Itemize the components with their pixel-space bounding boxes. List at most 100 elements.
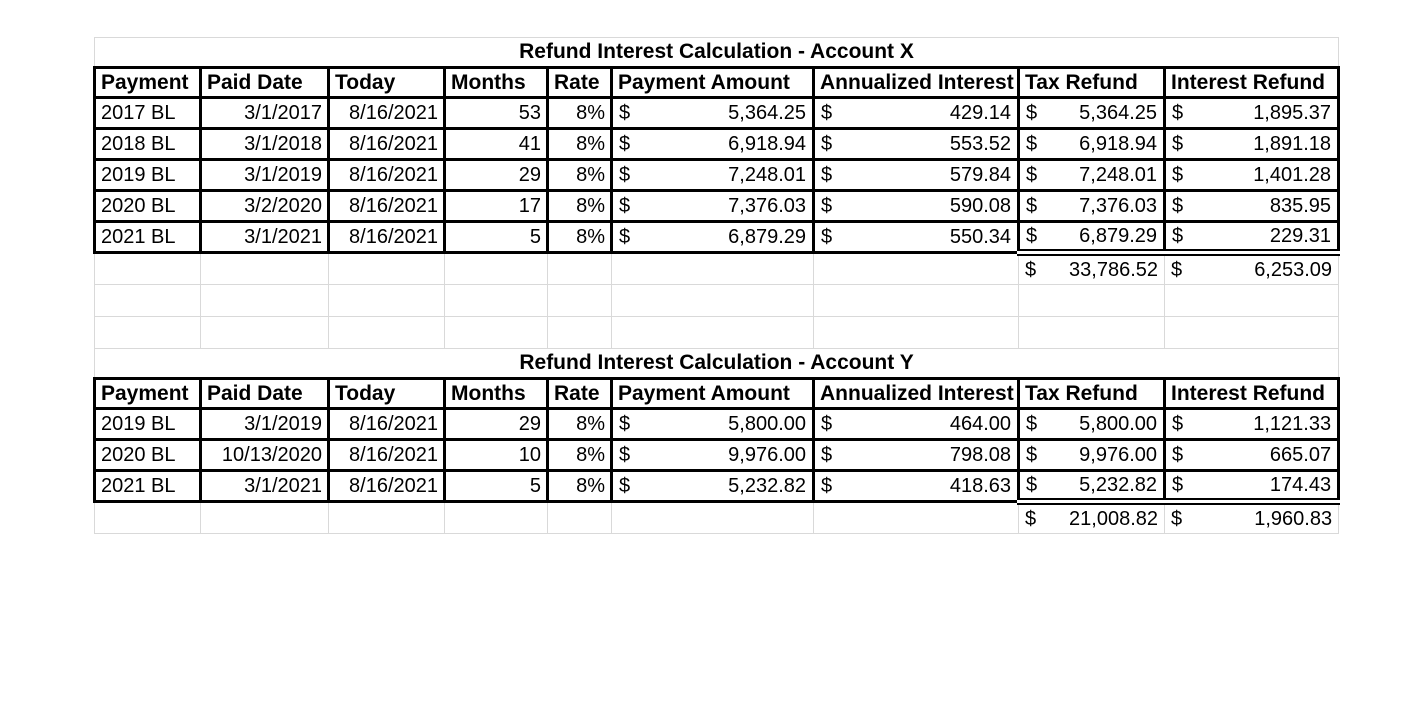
column-header-rate[interactable]: Rate [546,66,613,99]
empty-cell[interactable] [813,284,1019,317]
cell-rate[interactable]: 8% [546,127,613,161]
cell-paid-date[interactable]: 3/1/2018 [199,127,330,161]
empty-cell[interactable] [328,316,445,349]
cell-today[interactable]: 8/16/2021 [327,469,446,503]
column-header-payment-amount[interactable]: Payment Amount [610,66,815,99]
cell-interest-refund[interactable]: $665.07 [1162,438,1341,472]
empty-cell[interactable] [444,501,548,534]
empty-cell[interactable] [813,252,1019,285]
empty-cell[interactable] [328,252,445,285]
cell-interest-refund[interactable]: $229.31 [1162,220,1341,256]
empty-cell[interactable] [1163,316,1340,349]
empty-cell[interactable] [328,501,445,534]
cell-today[interactable]: 8/16/2021 [327,407,446,441]
cell-annualized-interest[interactable]: $590.08 [812,189,1020,223]
empty-cell[interactable] [611,284,814,317]
cell-interest-refund[interactable]: $1,121.33 [1162,407,1341,441]
cell-paid-date[interactable]: 3/2/2020 [199,189,330,223]
cell-tax-refund[interactable]: $7,376.03 [1017,189,1166,223]
column-header-tax-refund[interactable]: Tax Refund [1017,66,1166,99]
column-header-months[interactable]: Months [443,66,549,99]
empty-cell[interactable] [444,284,548,317]
cell-rate[interactable]: 8% [546,469,613,503]
cell-paid-date[interactable]: 3/1/2019 [199,407,330,441]
empty-cell[interactable] [328,284,445,317]
empty-cell[interactable] [444,252,548,285]
cell-annualized-interest[interactable]: $579.84 [812,158,1020,192]
empty-cell[interactable] [611,316,814,349]
cell-tax-refund[interactable]: $5,364.25 [1017,96,1166,130]
cell-rate[interactable]: 8% [546,96,613,130]
cell-annualized-interest[interactable]: $464.00 [812,407,1020,441]
empty-cell[interactable] [200,252,329,285]
cell-annualized-interest[interactable]: $429.14 [812,96,1020,130]
cell-months[interactable]: 29 [443,158,549,192]
empty-cell[interactable] [813,316,1019,349]
empty-cell[interactable] [547,252,612,285]
cell-payment-amount[interactable]: $6,879.29 [610,220,815,254]
empty-cell[interactable] [547,316,612,349]
cell-payment[interactable]: 2019 BL [93,407,202,441]
cell-payment[interactable]: 2021 BL [93,220,202,254]
empty-cell[interactable] [547,284,612,317]
cell-rate[interactable]: 8% [546,158,613,192]
cell-interest-refund[interactable]: $1,891.18 [1162,127,1341,161]
cell-months[interactable]: 5 [443,469,549,503]
cell-tax-refund[interactable]: $5,232.82 [1017,469,1166,505]
cell-payment[interactable]: 2020 BL [93,189,202,223]
column-header-payment-amount[interactable]: Payment Amount [610,377,815,410]
empty-cell[interactable] [1018,316,1165,349]
cell-annualized-interest[interactable]: $798.08 [812,438,1020,472]
cell-paid-date[interactable]: 3/1/2021 [199,220,330,254]
cell-payment-amount[interactable]: $7,248.01 [610,158,815,192]
cell-paid-date[interactable]: 3/1/2019 [199,158,330,192]
column-header-months[interactable]: Months [443,377,549,410]
column-header-today[interactable]: Today [327,66,446,99]
cell-months[interactable]: 5 [443,220,549,254]
cell-payment[interactable]: 2017 BL [93,96,202,130]
empty-cell[interactable] [1163,284,1340,317]
column-header-interest-refund[interactable]: Interest Refund [1162,377,1341,410]
cell-rate[interactable]: 8% [546,438,613,472]
cell-payment-amount[interactable]: $5,800.00 [610,407,815,441]
cell-tax-refund[interactable]: $7,248.01 [1017,158,1166,192]
empty-cell[interactable] [547,501,612,534]
table-title[interactable]: Refund Interest Calculation - Account X [93,37,1340,68]
cell-payment-amount[interactable]: $7,376.03 [610,189,815,223]
cell-months[interactable]: 10 [443,438,549,472]
cell-today[interactable]: 8/16/2021 [327,438,446,472]
cell-tax-refund[interactable]: $6,918.94 [1017,127,1166,161]
empty-cell[interactable] [94,316,201,349]
cell-payment[interactable]: 2019 BL [93,158,202,192]
empty-cell[interactable] [611,501,814,534]
cell-today[interactable]: 8/16/2021 [327,220,446,254]
cell-payment[interactable]: 2020 BL [93,438,202,472]
empty-cell[interactable] [444,316,548,349]
column-header-annualized-interest[interactable]: Annualized Interest [812,377,1020,410]
cell-tax-refund[interactable]: $5,800.00 [1017,407,1166,441]
cell-payment-amount[interactable]: $5,232.82 [610,469,815,503]
cell-today[interactable]: 8/16/2021 [327,127,446,161]
cell-paid-date[interactable]: 3/1/2017 [199,96,330,130]
table-title[interactable]: Refund Interest Calculation - Account Y [93,348,1340,379]
cell-interest-refund[interactable]: $174.43 [1162,469,1341,505]
column-header-tax-refund[interactable]: Tax Refund [1017,377,1166,410]
cell-tax-refund[interactable]: $9,976.00 [1017,438,1166,472]
empty-cell[interactable] [200,501,329,534]
empty-cell[interactable] [94,501,201,534]
cell-interest-refund[interactable]: $1,401.28 [1162,158,1341,192]
column-header-paid-date[interactable]: Paid Date [199,377,330,410]
column-header-paid-date[interactable]: Paid Date [199,66,330,99]
cell-rate[interactable]: 8% [546,220,613,254]
cell-payment[interactable]: 2021 BL [93,469,202,503]
cell-payment-amount[interactable]: $5,364.25 [610,96,815,130]
cell-rate[interactable]: 8% [546,407,613,441]
total-interest-refund[interactable]: $1,960.83 [1163,501,1340,534]
cell-paid-date[interactable]: 10/13/2020 [199,438,330,472]
column-header-today[interactable]: Today [327,377,446,410]
column-header-rate[interactable]: Rate [546,377,613,410]
cell-payment-amount[interactable]: $9,976.00 [610,438,815,472]
cell-months[interactable]: 29 [443,407,549,441]
empty-cell[interactable] [200,316,329,349]
cell-today[interactable]: 8/16/2021 [327,158,446,192]
